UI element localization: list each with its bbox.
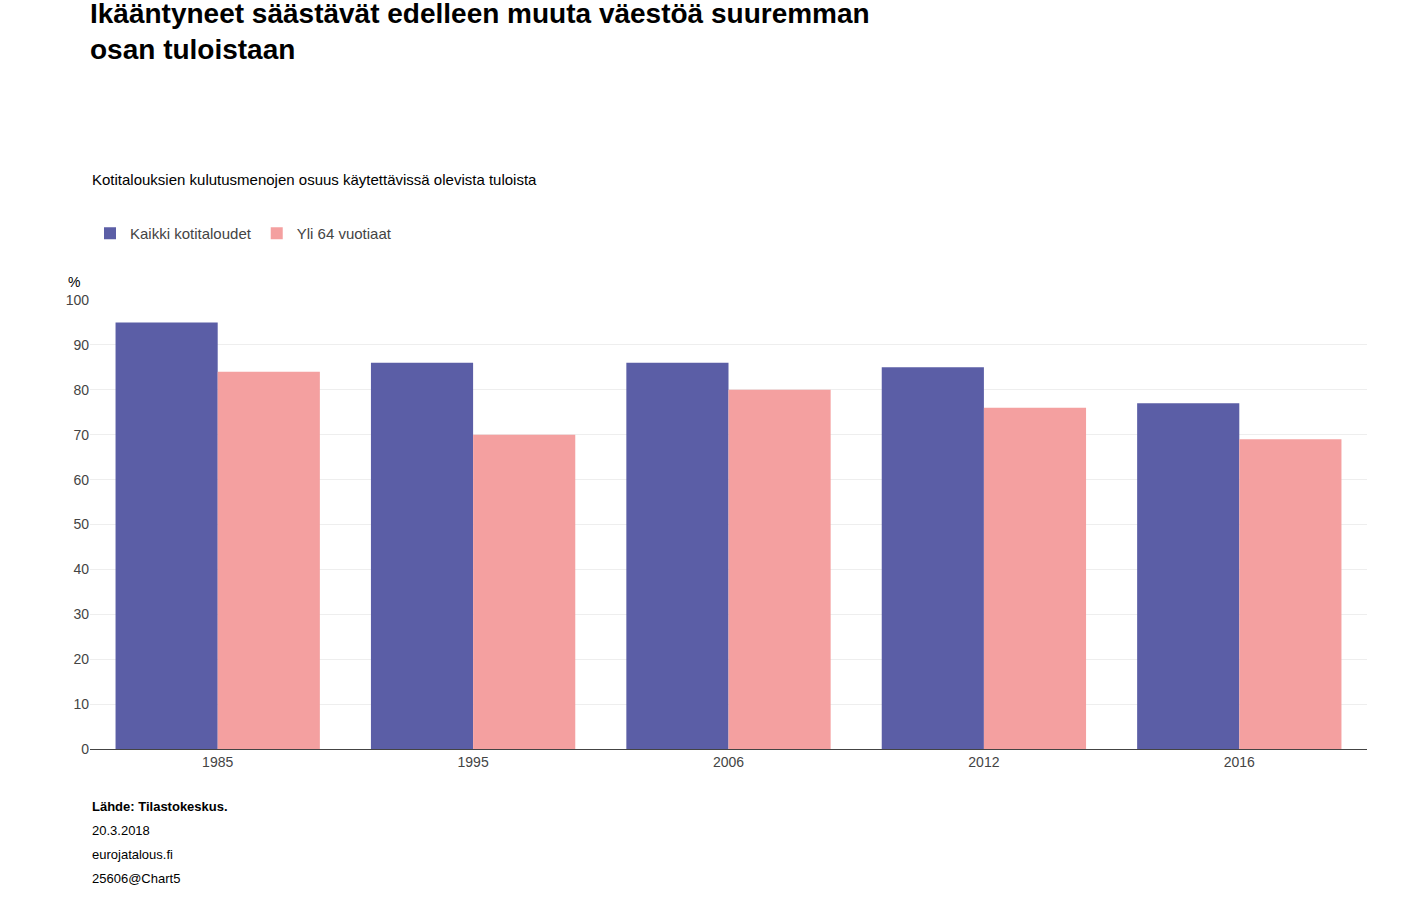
svg-text:2006: 2006 [713, 754, 744, 770]
svg-text:50: 50 [73, 516, 89, 532]
svg-text:100: 100 [66, 292, 90, 308]
svg-text:0: 0 [81, 741, 89, 757]
svg-text:2012: 2012 [968, 754, 999, 770]
svg-text:40: 40 [73, 561, 89, 577]
svg-text:Yli 64 vuotiaat: Yli 64 vuotiaat [297, 225, 392, 242]
svg-text:%: % [68, 274, 80, 290]
svg-text:Lähde: Tilastokeskus.: Lähde: Tilastokeskus. [92, 799, 228, 814]
svg-text:20.3.2018: 20.3.2018 [92, 823, 150, 838]
svg-text:eurojatalous.fi: eurojatalous.fi [92, 847, 173, 862]
svg-text:25606@Chart5: 25606@Chart5 [92, 871, 180, 886]
svg-text:1985: 1985 [202, 754, 233, 770]
svg-text:80: 80 [73, 382, 89, 398]
svg-text:60: 60 [73, 472, 89, 488]
svg-text:30: 30 [73, 606, 89, 622]
svg-text:10: 10 [73, 696, 89, 712]
svg-text:1995: 1995 [458, 754, 489, 770]
svg-text:20: 20 [73, 651, 89, 667]
svg-text:90: 90 [73, 337, 89, 353]
svg-text:Kaikki kotitaloudet: Kaikki kotitaloudet [130, 225, 252, 242]
svg-text:70: 70 [73, 427, 89, 443]
svg-text:Kotitalouksien kulutusmenojen: Kotitalouksien kulutusmenojen osuus käyt… [92, 171, 537, 188]
svg-text:2016: 2016 [1224, 754, 1255, 770]
svg-text:Ikääntyneet säästävät edelleen: Ikääntyneet säästävät edelleen muuta väe… [90, 0, 870, 65]
